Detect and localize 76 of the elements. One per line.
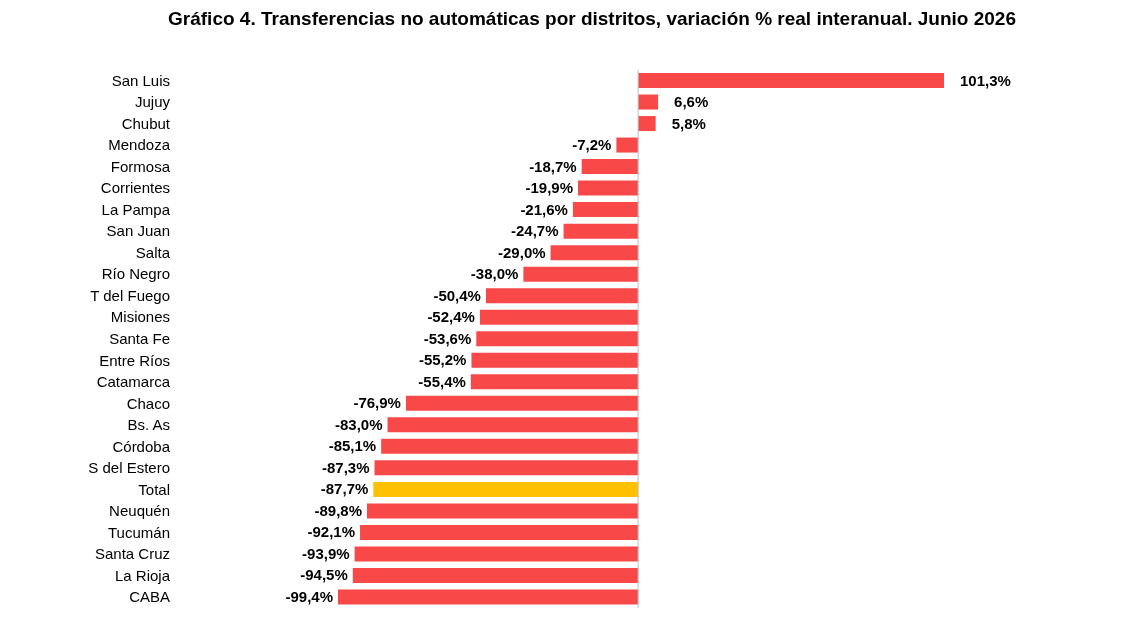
data-label: -76,9% bbox=[353, 394, 401, 412]
bar bbox=[360, 524, 639, 540]
data-label: -18,7% bbox=[529, 157, 577, 175]
data-label: -50,4% bbox=[433, 286, 481, 304]
y-tick-label: Total bbox=[138, 480, 170, 498]
data-label: -29,0% bbox=[498, 243, 546, 261]
data-label: -87,3% bbox=[322, 458, 370, 476]
bar bbox=[476, 331, 639, 347]
bar bbox=[578, 180, 639, 196]
bar bbox=[616, 137, 639, 153]
bar bbox=[354, 546, 639, 562]
data-label: -55,2% bbox=[418, 351, 467, 369]
bar bbox=[338, 589, 639, 605]
data-label: -89,8% bbox=[314, 501, 362, 519]
y-tick-label: La Rioja bbox=[114, 566, 171, 584]
bar bbox=[638, 116, 656, 132]
bar bbox=[471, 352, 639, 368]
data-label: -7,2% bbox=[572, 136, 612, 154]
data-label: -99,4% bbox=[285, 587, 333, 605]
y-tick-label: Tucumán bbox=[108, 523, 170, 541]
y-tick-label: Neuquén bbox=[109, 502, 170, 520]
bar bbox=[387, 417, 639, 433]
y-tick-label: Río Negro bbox=[101, 265, 170, 283]
y-tick-label: Córdoba bbox=[112, 437, 171, 455]
bar bbox=[485, 288, 639, 304]
data-label: 5,8% bbox=[671, 114, 706, 132]
bar bbox=[381, 438, 639, 454]
y-tick-label: Misiones bbox=[110, 308, 170, 326]
y-tick-label: Salta bbox=[135, 243, 171, 261]
y-tick-label: Santa Cruz bbox=[94, 545, 170, 563]
bar bbox=[366, 503, 639, 519]
y-tick-label: Jujuy bbox=[134, 93, 171, 111]
data-label: -92,1% bbox=[307, 523, 356, 541]
y-tick-label: Santa Fe bbox=[109, 330, 170, 347]
bar bbox=[563, 223, 639, 239]
data-label: -19,9% bbox=[525, 179, 574, 197]
bar bbox=[374, 460, 639, 476]
data-label: -94,5% bbox=[300, 566, 348, 584]
bar bbox=[373, 481, 639, 497]
bar bbox=[479, 309, 639, 325]
y-tick-label: CABA bbox=[129, 588, 170, 606]
bar bbox=[523, 266, 639, 282]
data-label: -53,6% bbox=[423, 329, 472, 347]
bar bbox=[405, 395, 639, 411]
data-label: -38,0% bbox=[470, 265, 519, 283]
bar bbox=[638, 94, 659, 110]
bar bbox=[572, 202, 639, 218]
y-tick-label: S del Estero bbox=[88, 459, 170, 477]
y-tick-label: San Luis bbox=[111, 71, 170, 89]
y-tick-label: Catamarca bbox=[96, 373, 171, 391]
y-tick-label: Mendoza bbox=[108, 136, 171, 154]
y-tick-label: Entre Ríos bbox=[99, 351, 170, 369]
y-tick-label: Chaco bbox=[126, 394, 170, 412]
data-label: -85,1% bbox=[328, 437, 377, 455]
y-tick-label: T del Fuego bbox=[90, 286, 170, 304]
data-label: -55,4% bbox=[418, 372, 466, 390]
data-label: 6,6% bbox=[674, 93, 709, 111]
bar bbox=[352, 567, 639, 583]
bar bbox=[470, 374, 639, 390]
data-label: -21,6% bbox=[520, 200, 568, 218]
y-tick-label: Formosa bbox=[110, 157, 171, 175]
data-label: 101,3% bbox=[960, 71, 1011, 89]
data-label: -83,0% bbox=[334, 415, 383, 433]
y-tick-label: San Juan bbox=[106, 222, 170, 240]
bar bbox=[550, 245, 639, 261]
bar bbox=[581, 159, 639, 175]
data-label: -87,7% bbox=[320, 480, 369, 498]
chart-title: Gráfico 4. Transferencias no automáticas por distritos, variación % real interanual. Junio 2026 bbox=[167, 8, 1017, 31]
bar bbox=[638, 73, 944, 88]
data-label: -52,4% bbox=[427, 308, 475, 326]
data-label: -93,9% bbox=[302, 544, 350, 562]
data-label: -24,7% bbox=[511, 222, 559, 240]
y-tick-label: Bs. As bbox=[127, 416, 170, 434]
y-tick-label: Chubut bbox=[121, 114, 171, 132]
y-tick-label: Corrientes bbox=[100, 179, 170, 197]
y-tick-label: La Pampa bbox=[101, 200, 171, 218]
